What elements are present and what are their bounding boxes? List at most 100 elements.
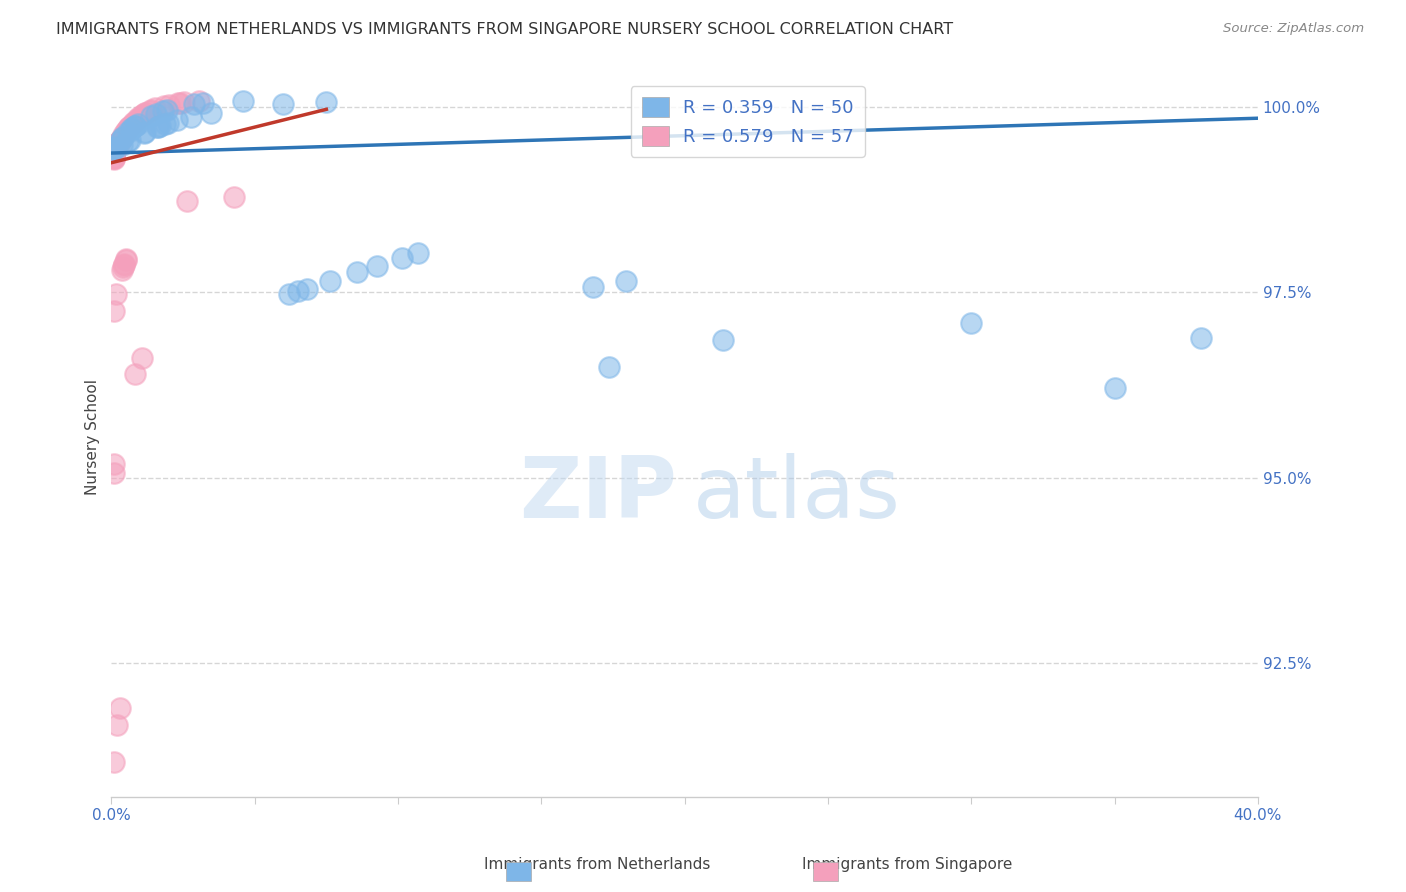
Point xyxy=(960,316,983,330)
Point xyxy=(108,135,131,149)
Point xyxy=(103,145,125,160)
Point xyxy=(103,143,125,157)
Text: IMMIGRANTS FROM NETHERLANDS VS IMMIGRANTS FROM SINGAPORE NURSERY SCHOOL CORRELAT: IMMIGRANTS FROM NETHERLANDS VS IMMIGRANT… xyxy=(56,22,953,37)
Point xyxy=(131,108,153,122)
Point xyxy=(117,121,139,136)
Point xyxy=(582,280,605,294)
Point xyxy=(120,121,142,136)
Point xyxy=(232,94,254,108)
Point xyxy=(176,194,198,208)
Point xyxy=(139,109,162,123)
Point xyxy=(115,123,138,137)
Point xyxy=(114,125,136,139)
Point xyxy=(103,150,125,164)
Y-axis label: Nursery School: Nursery School xyxy=(86,379,100,495)
Point xyxy=(406,245,429,260)
Point xyxy=(319,274,342,288)
Point xyxy=(141,103,163,117)
Legend: R = 0.359   N = 50, R = 0.579   N = 57: R = 0.359 N = 50, R = 0.579 N = 57 xyxy=(631,87,865,157)
Point xyxy=(103,141,125,155)
Point xyxy=(134,125,156,139)
Text: ZIP: ZIP xyxy=(519,453,676,536)
Point xyxy=(111,263,134,277)
Point xyxy=(295,281,318,295)
Point xyxy=(169,95,191,110)
Point xyxy=(287,285,309,299)
Point xyxy=(173,95,195,110)
Point xyxy=(104,144,127,158)
Point xyxy=(156,103,179,117)
Point xyxy=(180,110,202,124)
Point xyxy=(111,130,134,145)
Point xyxy=(153,117,176,131)
Point xyxy=(117,125,139,139)
Point xyxy=(134,106,156,120)
Point xyxy=(112,257,135,271)
Point xyxy=(346,265,368,279)
Point xyxy=(108,135,131,149)
Point xyxy=(271,97,294,112)
Point xyxy=(616,274,638,288)
Point xyxy=(145,120,167,135)
Text: atlas: atlas xyxy=(693,453,901,536)
Point xyxy=(128,111,150,125)
Point xyxy=(103,467,125,481)
Point xyxy=(166,113,188,128)
Point xyxy=(134,106,156,120)
Point xyxy=(104,144,127,158)
Point xyxy=(121,121,143,136)
Point xyxy=(114,252,136,267)
Point xyxy=(183,97,205,112)
Point xyxy=(131,351,153,366)
Point xyxy=(103,151,125,165)
Point xyxy=(124,119,146,133)
Point xyxy=(108,134,131,148)
Point xyxy=(139,103,162,118)
Point xyxy=(112,129,135,144)
Point xyxy=(108,134,131,148)
Text: Immigrants from Netherlands: Immigrants from Netherlands xyxy=(484,857,711,872)
Point xyxy=(1189,331,1212,345)
Point xyxy=(1104,381,1126,395)
Point xyxy=(107,136,129,151)
Point xyxy=(146,120,169,134)
Point xyxy=(124,119,146,133)
Point xyxy=(103,303,125,318)
Point xyxy=(104,143,127,157)
Point xyxy=(145,107,167,121)
Point xyxy=(121,116,143,130)
Point xyxy=(149,119,172,133)
Point xyxy=(132,126,155,140)
Point xyxy=(278,287,301,301)
Text: Immigrants from Singapore: Immigrants from Singapore xyxy=(801,857,1012,872)
Point xyxy=(114,252,136,267)
Point xyxy=(103,755,125,769)
Point xyxy=(153,98,176,112)
Point xyxy=(103,151,125,165)
Point xyxy=(111,137,134,152)
Point xyxy=(118,120,141,134)
Point xyxy=(366,259,388,273)
Point xyxy=(125,112,148,127)
Point xyxy=(103,141,125,155)
Point xyxy=(115,124,138,138)
Point xyxy=(315,95,337,110)
Point xyxy=(112,260,135,275)
Point xyxy=(166,95,188,110)
Point xyxy=(112,258,135,272)
Point xyxy=(110,132,132,146)
Point xyxy=(598,359,620,374)
Point xyxy=(193,96,215,111)
Point xyxy=(104,286,127,301)
Point xyxy=(108,700,131,714)
Point xyxy=(110,132,132,146)
Point xyxy=(711,333,734,347)
Point xyxy=(104,143,127,157)
Point xyxy=(143,102,166,116)
Point xyxy=(120,133,142,147)
Point xyxy=(127,117,149,131)
Point xyxy=(103,457,125,471)
Point xyxy=(222,189,245,203)
Point xyxy=(200,105,222,120)
Point xyxy=(131,109,153,123)
